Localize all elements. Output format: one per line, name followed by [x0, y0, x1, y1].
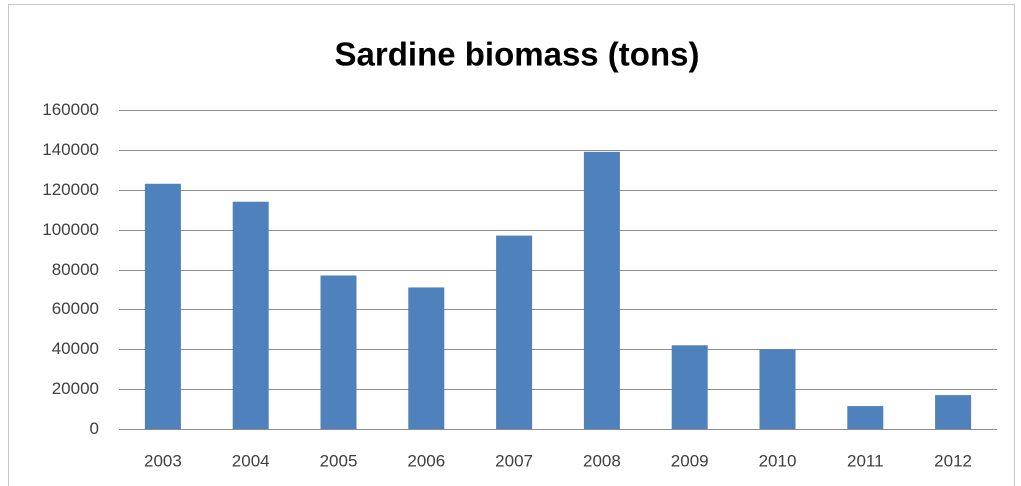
bar: [496, 235, 533, 429]
bar: [144, 183, 181, 429]
x-tick-label: 2004: [232, 451, 270, 470]
y-tick-label: 80000: [52, 260, 99, 279]
y-tick-label: 60000: [52, 299, 99, 318]
bar: [847, 406, 884, 429]
bar: [232, 201, 269, 429]
chart-title: Sardine biomass (tons): [335, 36, 700, 73]
x-tick-label: 2011: [847, 451, 884, 470]
bar: [671, 345, 708, 429]
x-tick-label: 2006: [407, 451, 445, 470]
x-tick-label: 2007: [495, 451, 533, 470]
x-tick-label: 2012: [934, 451, 972, 470]
x-tick-label: 2009: [671, 451, 709, 470]
x-tick-label: 2005: [320, 451, 358, 470]
x-tick-label: 2003: [144, 451, 182, 470]
y-tick-label: 140000: [42, 140, 99, 159]
y-tick-label: 0: [90, 419, 99, 438]
bar: [935, 395, 972, 429]
bar: [320, 275, 357, 429]
y-tick-label: 40000: [52, 339, 99, 358]
x-tick-label: 2008: [583, 451, 621, 470]
y-tick-label: 160000: [42, 100, 99, 119]
bar: [759, 349, 796, 429]
y-tick-label: 20000: [52, 379, 99, 398]
bar: [583, 151, 620, 429]
y-tick-label: 100000: [42, 220, 99, 239]
y-tick-label: 120000: [42, 180, 99, 199]
x-tick-label: 2010: [759, 451, 797, 470]
bar: [408, 287, 445, 429]
